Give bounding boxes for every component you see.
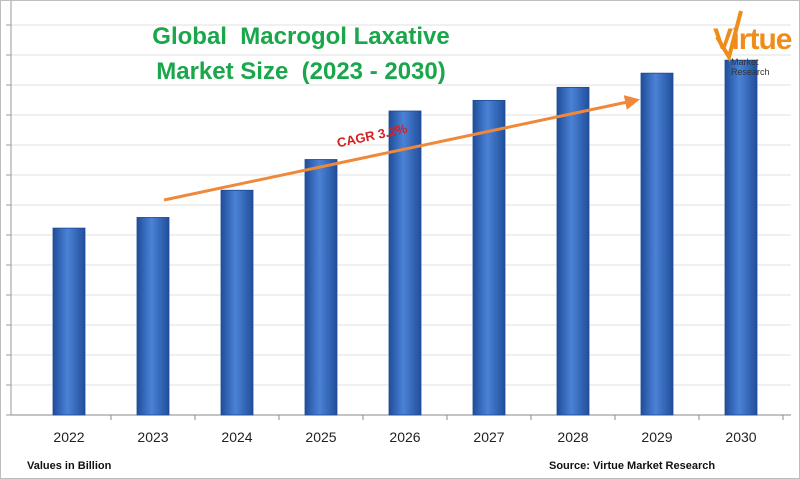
source-note: Source: Virtue Market Research bbox=[549, 460, 716, 472]
x-tick-label-2023: 2023 bbox=[137, 429, 168, 445]
logo-tagline: Market Research bbox=[731, 57, 770, 77]
bar-2026 bbox=[388, 110, 422, 416]
bar-2030 bbox=[724, 59, 758, 416]
x-tick-label-2022: 2022 bbox=[53, 429, 84, 445]
x-tick-label-2024: 2024 bbox=[221, 429, 252, 445]
x-tick-label-2028: 2028 bbox=[557, 429, 588, 445]
bar-2029 bbox=[640, 72, 674, 416]
x-tick-label-2027: 2027 bbox=[473, 429, 504, 445]
x-tick-label-2029: 2029 bbox=[641, 429, 672, 445]
bar-2024 bbox=[220, 189, 254, 416]
logo-check-icon bbox=[715, 10, 743, 63]
cagr-arrow bbox=[163, 95, 640, 202]
bar-2023 bbox=[136, 217, 170, 416]
x-tick-label-2025: 2025 bbox=[305, 429, 336, 445]
x-tick-labels: 2022 2023 2024 2025 2026 2027 2028 2029 2030 bbox=[53, 429, 756, 445]
units-note: Values in Billion bbox=[27, 460, 112, 472]
chart-title-line1: Global Macrogol Laxative bbox=[152, 23, 450, 50]
chart-title-line2: Market Size (2023 - 2030) bbox=[156, 58, 446, 85]
bar-2027 bbox=[472, 99, 506, 416]
bar-2028 bbox=[556, 86, 590, 416]
virtue-logo: Virtue Market Research bbox=[707, 7, 799, 97]
x-tick-label-2030: 2030 bbox=[725, 429, 756, 445]
bar-2022 bbox=[52, 227, 86, 416]
bars bbox=[52, 59, 758, 416]
bar-2025 bbox=[304, 159, 338, 416]
x-tick-label-2026: 2026 bbox=[389, 429, 420, 445]
logo-word: Virtue bbox=[713, 23, 792, 56]
